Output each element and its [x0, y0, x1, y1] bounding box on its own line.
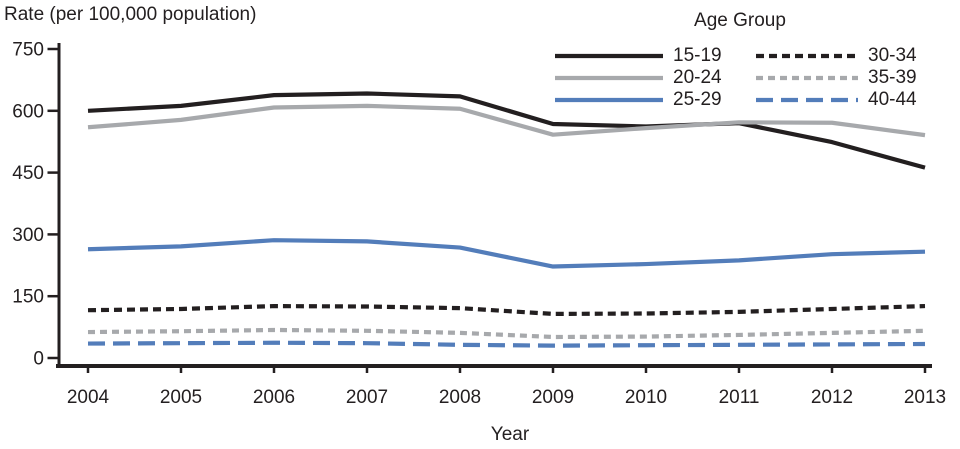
y-tick-label: 0 [33, 349, 44, 370]
x-tick-label: 2011 [719, 387, 760, 408]
x-tick-label: 2012 [811, 387, 853, 408]
legend-entry-15-19: 15-19 [555, 45, 722, 67]
x-tick [86, 368, 90, 373]
series-line-20-24 [87, 103, 926, 138]
series-line-25-29 [87, 238, 926, 269]
y-tick-label: 600 [12, 101, 44, 122]
y-tick-label: 150 [12, 287, 44, 308]
x-tick-label: 2013 [904, 387, 946, 408]
x-tick-label: 2007 [346, 387, 388, 408]
legend-title: Age Group [694, 10, 786, 31]
legend-line-sample-35-39 [756, 75, 858, 81]
x-tick [458, 368, 462, 373]
y-tick-label: 750 [12, 40, 44, 61]
legend-entry-25-29: 25-29 [555, 89, 722, 111]
y-tick [47, 47, 58, 51]
legend-label-40-44: 40-44 [868, 89, 917, 110]
series-line-15-19 [87, 91, 926, 170]
x-tick [923, 368, 927, 373]
legend-label-25-29: 25-29 [673, 89, 722, 110]
y-tick-label: 450 [12, 163, 44, 184]
x-tick-label: 2006 [253, 387, 295, 408]
x-tick [644, 368, 648, 373]
legend-label-20-24: 20-24 [673, 67, 722, 88]
y-tick [47, 109, 58, 113]
x-tick-label: 2009 [532, 387, 574, 408]
y-tick-label: 300 [12, 225, 44, 246]
x-tick [365, 368, 369, 373]
legend-line-sample-30-34 [756, 53, 858, 59]
legend-entry-40-44: 40-44 [756, 89, 917, 111]
x-tick [830, 368, 834, 373]
x-tick-label: 2004 [67, 387, 110, 408]
y-tick [47, 294, 58, 298]
x-tick [179, 368, 183, 373]
legend-label-35-39: 35-39 [868, 67, 917, 88]
y-tick [47, 356, 58, 360]
x-tick-label: 2010 [625, 387, 667, 408]
y-tick [47, 171, 58, 174]
x-tick [551, 368, 555, 373]
series-line-35-39 [87, 327, 926, 340]
series-line-40-44 [87, 340, 926, 348]
legend-entry-35-39: 35-39 [756, 67, 917, 89]
x-tick-label: 2005 [160, 387, 202, 408]
legend-label-30-34: 30-34 [868, 45, 917, 66]
y-tick [47, 233, 58, 236]
legend-line-sample-15-19 [555, 53, 663, 59]
legend-label-15-19: 15-19 [673, 45, 722, 66]
x-tick [272, 368, 276, 373]
legend-entry-30-34: 30-34 [756, 45, 917, 67]
x-tick [737, 368, 741, 373]
legend-entry-20-24: 20-24 [555, 67, 722, 89]
x-axis-line [56, 364, 932, 368]
legend-line-sample-20-24 [555, 75, 663, 81]
x-axis-label: Year [490, 424, 530, 445]
y-axis-line [57, 43, 61, 368]
series-line-30-34 [87, 303, 926, 317]
legend-line-sample-25-29 [555, 97, 663, 103]
legend-line-sample-40-44 [756, 97, 858, 103]
x-tick-label: 2008 [439, 387, 481, 408]
chart-title: Rate (per 100,000 population) [4, 4, 257, 25]
